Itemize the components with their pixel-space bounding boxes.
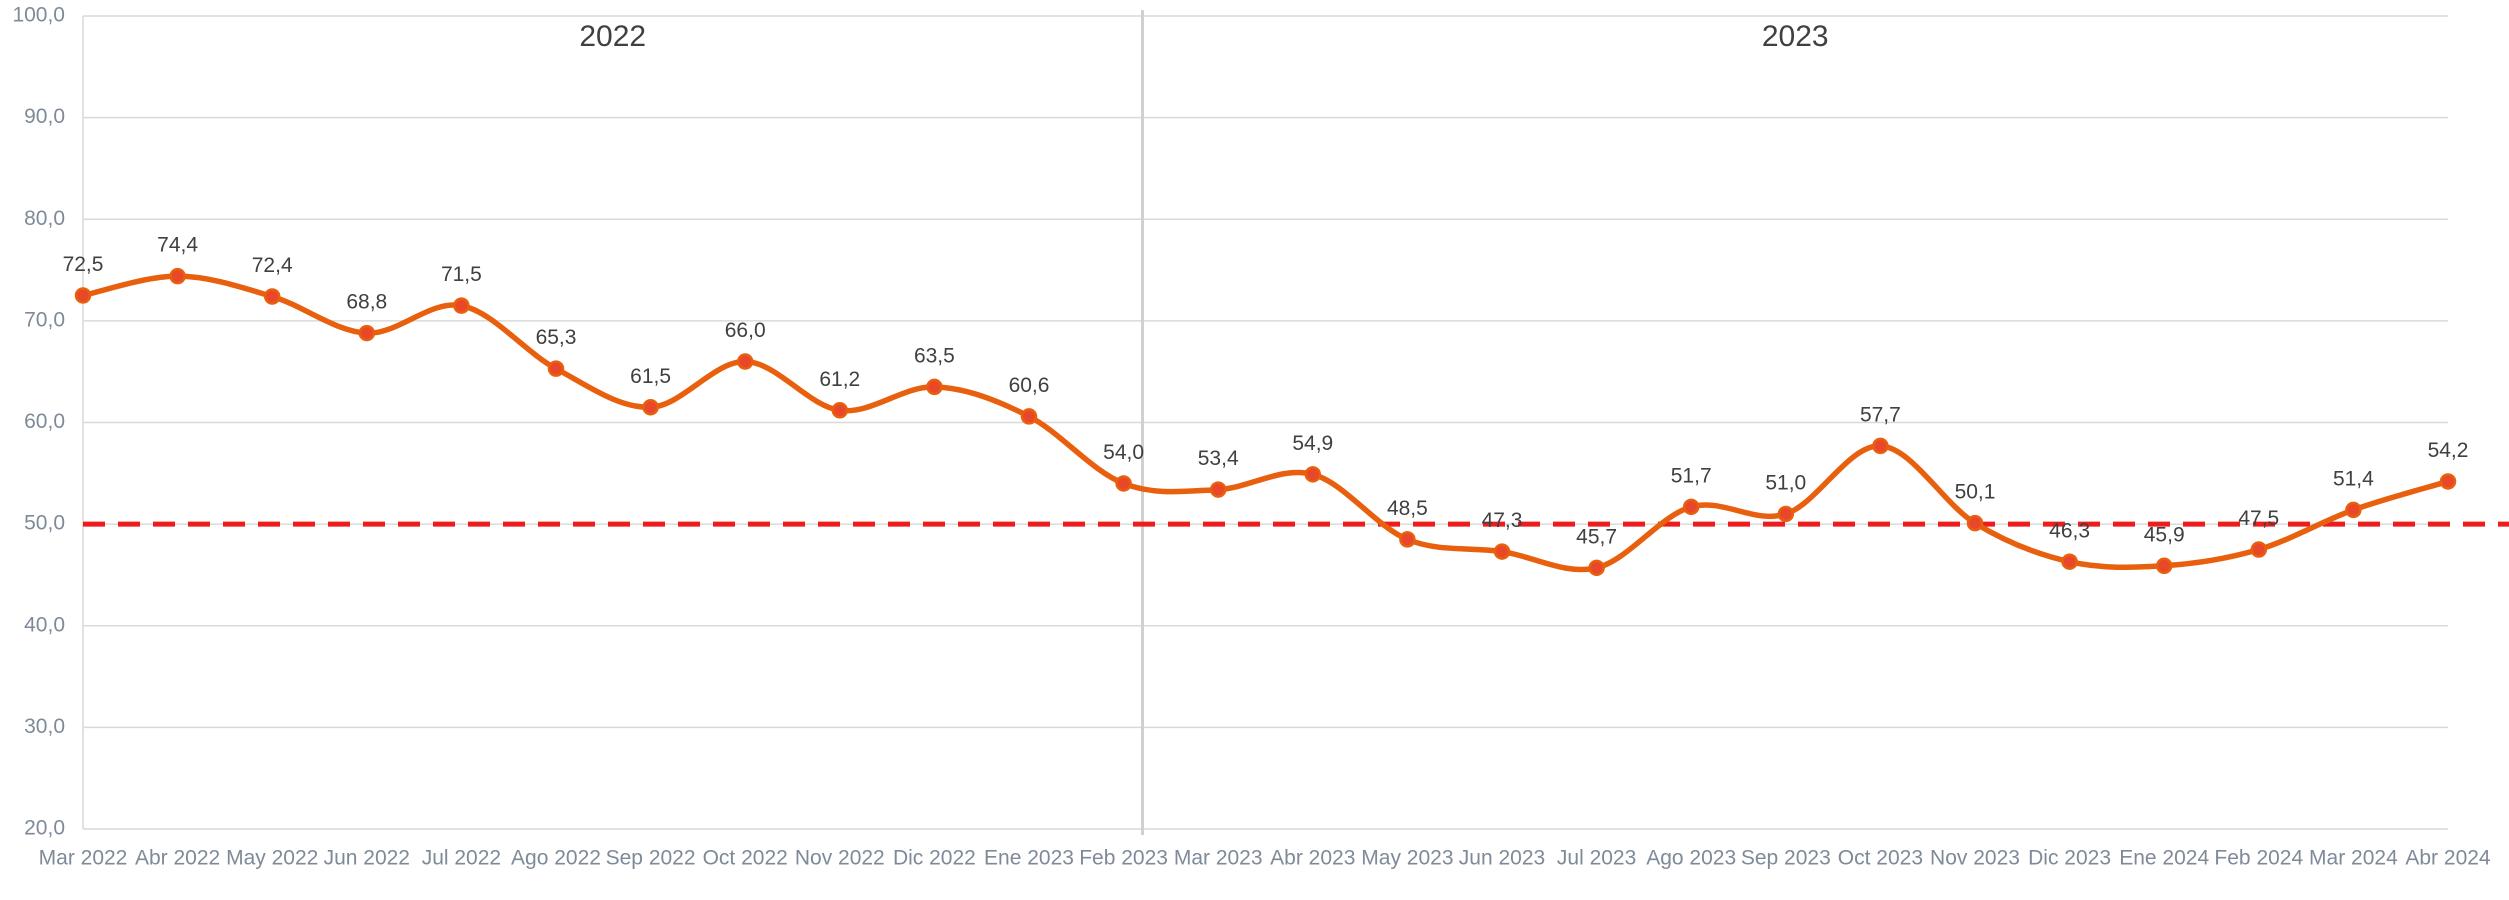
x-tick-label: Ene 2023 [984,847,1074,870]
x-tick-label: Abr 2024 [2405,847,2491,870]
data-label: 45,9 [2144,523,2185,546]
data-label: 65,3 [536,326,577,349]
y-tick-label: 40,0 [24,613,65,636]
data-point [1399,531,1416,548]
data-label: 66,0 [725,319,766,342]
data-point [2250,541,2268,558]
data-point [736,353,754,370]
x-tick-label: Feb 2023 [1079,847,1168,870]
data-point [1304,466,1322,483]
x-tick-label: Feb 2024 [2214,847,2303,870]
x-tick-label: Mar 2024 [2309,847,2398,870]
x-tick-label: Nov 2023 [1930,847,2020,870]
data-label: 60,6 [1009,374,1050,397]
x-tick-label: May 2022 [226,847,318,870]
data-label: 72,4 [252,254,293,277]
x-tick-label: Jun 2022 [324,847,410,870]
x-tick-label: Jun 2023 [1459,847,1545,870]
data-point [2439,473,2457,490]
x-tick-label: Ago 2023 [1646,847,1736,870]
data-point [1020,408,1038,425]
data-point [926,378,943,396]
data-point [2155,557,2173,575]
data-label: 72,5 [63,253,104,276]
data-point [263,288,281,305]
y-tick-label: 50,0 [24,512,65,535]
y-tick-label: 80,0 [24,207,65,230]
x-tick-label: Ago 2022 [511,847,601,870]
x-tick-label: Oct 2023 [1838,847,1923,870]
data-label: 61,5 [630,365,671,388]
data-point [547,360,565,377]
data-point [1493,543,1511,560]
data-point [1682,498,1700,516]
data-label: 47,3 [1482,509,1523,532]
x-tick-label: May 2023 [1361,847,1453,870]
x-tick-label: Ene 2024 [2119,847,2209,870]
data-point [453,297,470,314]
data-label: 54,9 [1292,432,1333,455]
year-label: 2022 [579,20,646,53]
data-label: 51,0 [1765,472,1806,495]
data-label: 54,0 [1103,441,1144,464]
x-tick-label: Dic 2022 [893,847,976,870]
year-label: 2023 [1762,20,1829,53]
x-tick-label: Nov 2022 [795,847,885,870]
data-point [642,399,659,416]
x-tick-label: Abr 2022 [135,847,220,870]
x-tick-label: Dic 2023 [2028,847,2111,870]
data-point [1966,514,1984,532]
x-tick-label: Jul 2022 [422,847,501,870]
x-tick-label: Jul 2023 [1557,847,1636,870]
x-tick-label: Sep 2022 [606,847,696,870]
data-point [1115,475,1132,492]
y-tick-label: 100,0 [12,4,65,27]
x-tick-label: Sep 2023 [1741,847,1831,870]
data-point [74,287,92,304]
data-point [1588,559,1605,577]
data-label: 51,7 [1671,464,1712,487]
x-tick-label: Mar 2023 [1174,847,1263,870]
data-point [2061,553,2078,570]
data-point [358,324,376,342]
data-point [1777,505,1795,523]
x-tick-label: Mar 2022 [39,847,128,870]
y-tick-label: 70,0 [24,308,65,331]
data-label: 47,5 [2238,507,2279,530]
data-label: 57,7 [1860,403,1901,426]
data-label: 51,4 [2333,467,2374,490]
data-label: 45,7 [1576,525,1617,548]
data-label: 63,5 [914,344,955,367]
y-tick-label: 30,0 [24,715,65,738]
data-line [82,273,2449,573]
y-tick-label: 90,0 [24,105,65,128]
data-label: 74,4 [157,234,198,257]
data-point [831,402,849,419]
y-tick-label: 60,0 [24,410,65,433]
data-label: 61,2 [819,368,860,391]
data-label: 53,4 [1198,447,1239,470]
y-tick-label: 20,0 [24,817,65,840]
x-tick-label: Abr 2023 [1270,847,1355,870]
data-label: 50,1 [1955,481,1996,504]
data-label: 68,8 [346,291,387,314]
data-label: 48,5 [1387,497,1428,520]
data-label: 71,5 [441,263,482,286]
data-point [169,267,186,285]
data-point [1872,437,1889,455]
data-label: 54,2 [2428,439,2469,462]
data-label: 46,3 [2049,519,2090,542]
data-point [1209,481,1227,498]
x-tick-label: Oct 2022 [703,847,788,870]
data-point [2345,501,2362,519]
